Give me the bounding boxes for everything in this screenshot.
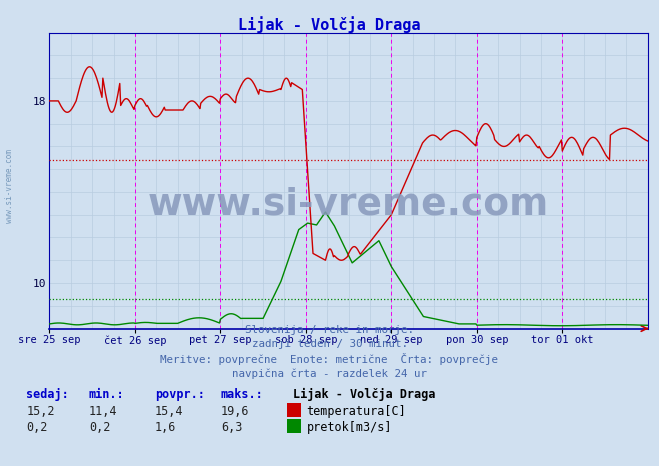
Text: sedaj:: sedaj:	[26, 389, 69, 401]
Text: Meritve: povprečne  Enote: metrične  Črta: povprečje: Meritve: povprečne Enote: metrične Črta:…	[161, 353, 498, 364]
Text: 0,2: 0,2	[89, 421, 110, 434]
Text: 15,2: 15,2	[26, 405, 55, 418]
Text: Slovenija / reke in morje.: Slovenija / reke in morje.	[245, 325, 414, 335]
Text: zadnji teden / 30 minut.: zadnji teden / 30 minut.	[252, 339, 407, 349]
Text: Lijak - Volčja Draga: Lijak - Volčja Draga	[239, 16, 420, 33]
Text: temperatura[C]: temperatura[C]	[306, 405, 406, 418]
Text: 0,2: 0,2	[26, 421, 47, 434]
Text: maks.:: maks.:	[221, 389, 264, 401]
Text: 11,4: 11,4	[89, 405, 117, 418]
Text: 6,3: 6,3	[221, 421, 242, 434]
Text: 19,6: 19,6	[221, 405, 249, 418]
Text: min.:: min.:	[89, 389, 125, 401]
Text: 1,6: 1,6	[155, 421, 176, 434]
Text: pretok[m3/s]: pretok[m3/s]	[306, 421, 392, 434]
Text: Lijak - Volčja Draga: Lijak - Volčja Draga	[293, 388, 436, 401]
Text: www.si-vreme.com: www.si-vreme.com	[148, 186, 549, 222]
Text: povpr.:: povpr.:	[155, 389, 205, 401]
Text: navpična črta - razdelek 24 ur: navpična črta - razdelek 24 ur	[232, 368, 427, 378]
Text: 15,4: 15,4	[155, 405, 183, 418]
Text: www.si-vreme.com: www.si-vreme.com	[5, 150, 14, 223]
